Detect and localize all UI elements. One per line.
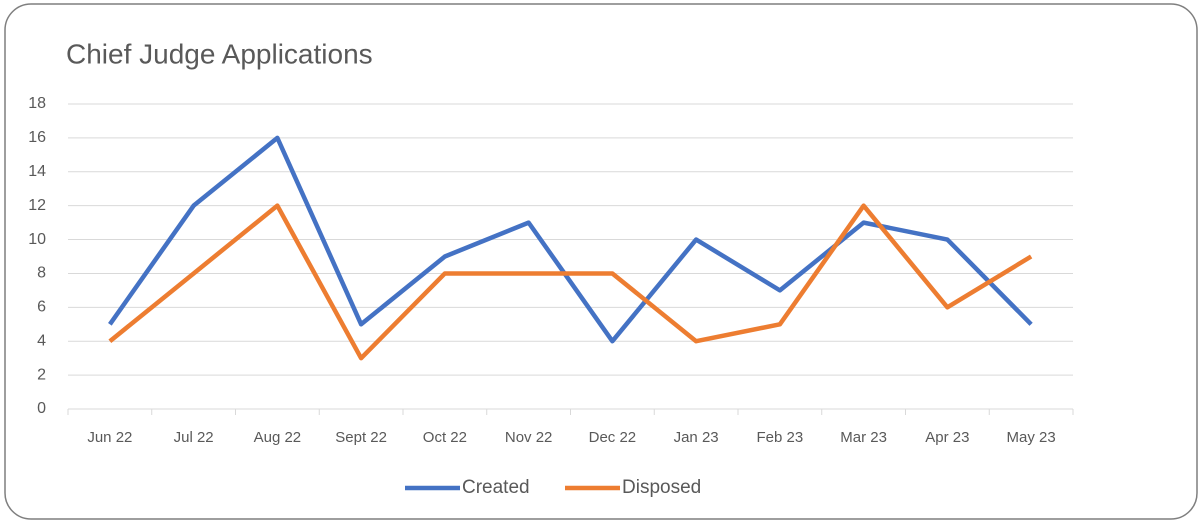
x-tick-label: Feb 23	[757, 429, 804, 446]
y-tick-label: 2	[37, 366, 46, 383]
x-tick-label: Sept 22	[335, 429, 387, 446]
x-tick-label: Jan 23	[674, 429, 719, 446]
x-tick-label: May 23	[1007, 429, 1056, 446]
series-line	[108, 203, 1033, 361]
y-tick-label: 18	[28, 95, 46, 112]
x-tick-label: Aug 22	[254, 429, 302, 446]
legend-label: Created	[462, 477, 530, 498]
y-tick-label: 12	[28, 197, 46, 214]
chart-frame	[4, 3, 1198, 520]
legend-label: Disposed	[622, 477, 701, 498]
x-tick-label: Dec 22	[589, 429, 637, 446]
y-tick-label: 0	[37, 400, 46, 417]
x-tick-label: Mar 23	[840, 429, 887, 446]
y-tick-label: 4	[37, 332, 46, 349]
y-tick-label: 8	[37, 265, 46, 282]
y-tick-label: 10	[28, 231, 46, 248]
x-tick-label: Nov 22	[505, 429, 553, 446]
x-tick-label: Oct 22	[423, 429, 467, 446]
y-tick-label: 16	[28, 129, 46, 146]
y-tick-label: 6	[37, 299, 46, 316]
x-tick-label: Jun 22	[87, 429, 132, 446]
x-tick-label: Jul 22	[174, 429, 214, 446]
chart-title: Chief Judge Applications	[66, 38, 373, 69]
x-tick-label: Apr 23	[925, 429, 969, 446]
y-tick-label: 14	[28, 163, 46, 180]
